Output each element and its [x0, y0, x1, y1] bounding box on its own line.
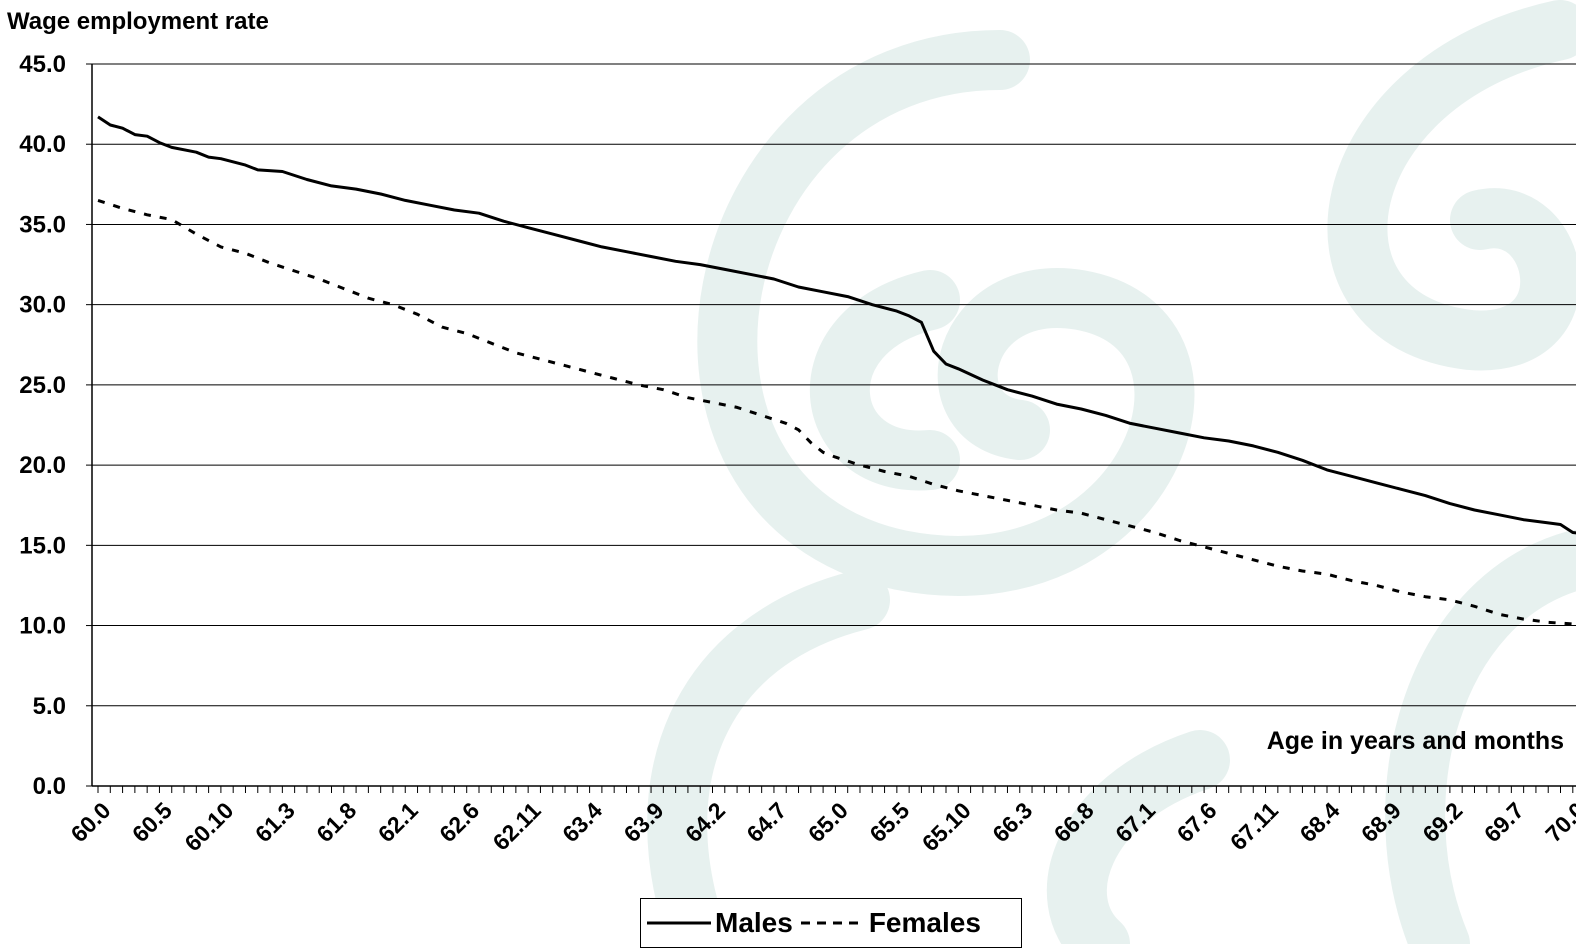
swirl-5: [1047, 730, 1230, 944]
x-tick-label-60.0: 60.0: [65, 797, 115, 847]
y-tick-label-45.0: 45.0: [19, 51, 66, 78]
swirl-3: [1385, 530, 1576, 944]
y-tick-label-10.0: 10.0: [19, 613, 66, 640]
x-tick-label-64.7: 64.7: [741, 797, 791, 847]
x-tick-label-60.5: 60.5: [127, 797, 177, 847]
x-tick-label-62.6: 62.6: [434, 797, 484, 847]
y-tick-label-40.0: 40.0: [19, 131, 66, 158]
x-tick-label-65.0: 65.0: [803, 797, 853, 847]
x-tick-label-62.11: 62.11: [487, 797, 545, 855]
x-tick-label-61.3: 61.3: [250, 797, 300, 847]
swirl-0: [697, 30, 1195, 596]
legend-swatch-solid: [647, 921, 711, 925]
swirl-1: [1327, 0, 1576, 371]
legend-label-males: Males: [715, 907, 793, 938]
y-tick-label-30.0: 30.0: [19, 292, 66, 319]
legend-item-males: Males: [647, 907, 793, 939]
y-axis-ticks: 0.0 5.0 10.0 15.0 20.0 25.0 30.0 35.0 40.0 45.0: [19, 51, 92, 800]
x-axis-ticks: 60.0 60.5 60.10 61.3 61.8 62.1 62.6 62.11 63.4 63…: [65, 786, 1576, 856]
swirl-2: [810, 270, 960, 491]
x-tick-label-63.4: 63.4: [557, 797, 607, 847]
x-axis-title: Age in years and months: [1266, 727, 1564, 755]
x-tick-label-67.11: 67.11: [1225, 797, 1283, 855]
x-tick-label-65.5: 65.5: [864, 797, 914, 847]
x-tick-label-65.10: 65.10: [917, 797, 976, 856]
swirl-4: [647, 570, 890, 944]
y-tick-label-35.0: 35.0: [19, 211, 66, 238]
x-tick-label-69.7: 69.7: [1479, 797, 1529, 847]
series-line-females: [97, 198, 1573, 626]
x-tick-label-70.0: 70.0: [1540, 797, 1576, 847]
x-tick-label-67.6: 67.6: [1172, 797, 1222, 847]
x-tick-label-66.3: 66.3: [987, 797, 1037, 847]
series-line-males: [97, 115, 1576, 535]
y-tick-label-15.0: 15.0: [19, 532, 66, 559]
x-tick-label-61.8: 61.8: [311, 797, 361, 847]
x-tick-label-62.1: 62.1: [373, 797, 423, 847]
axes: [91, 64, 1576, 787]
legend-item-females: Females: [800, 907, 981, 939]
y-axis-title: Wage employment rate: [7, 8, 269, 35]
y-tick-label-0.0: 0.0: [33, 773, 66, 800]
y-tick-label-20.0: 20.0: [19, 452, 66, 479]
legend-swatch-dashed: [800, 921, 865, 925]
legend-label-females: Females: [868, 907, 981, 938]
y-tick-label-5.0: 5.0: [33, 693, 66, 720]
y-tick-label-25.0: 25.0: [19, 372, 66, 399]
background-swirl-watermark: [647, 0, 1576, 944]
x-tick-label-68.4: 68.4: [1294, 797, 1344, 847]
x-tick-label-60.10: 60.10: [179, 797, 238, 856]
series-lines: [97, 115, 1576, 626]
gridlines: [92, 63, 1576, 707]
legend: Males Females: [640, 898, 1022, 948]
